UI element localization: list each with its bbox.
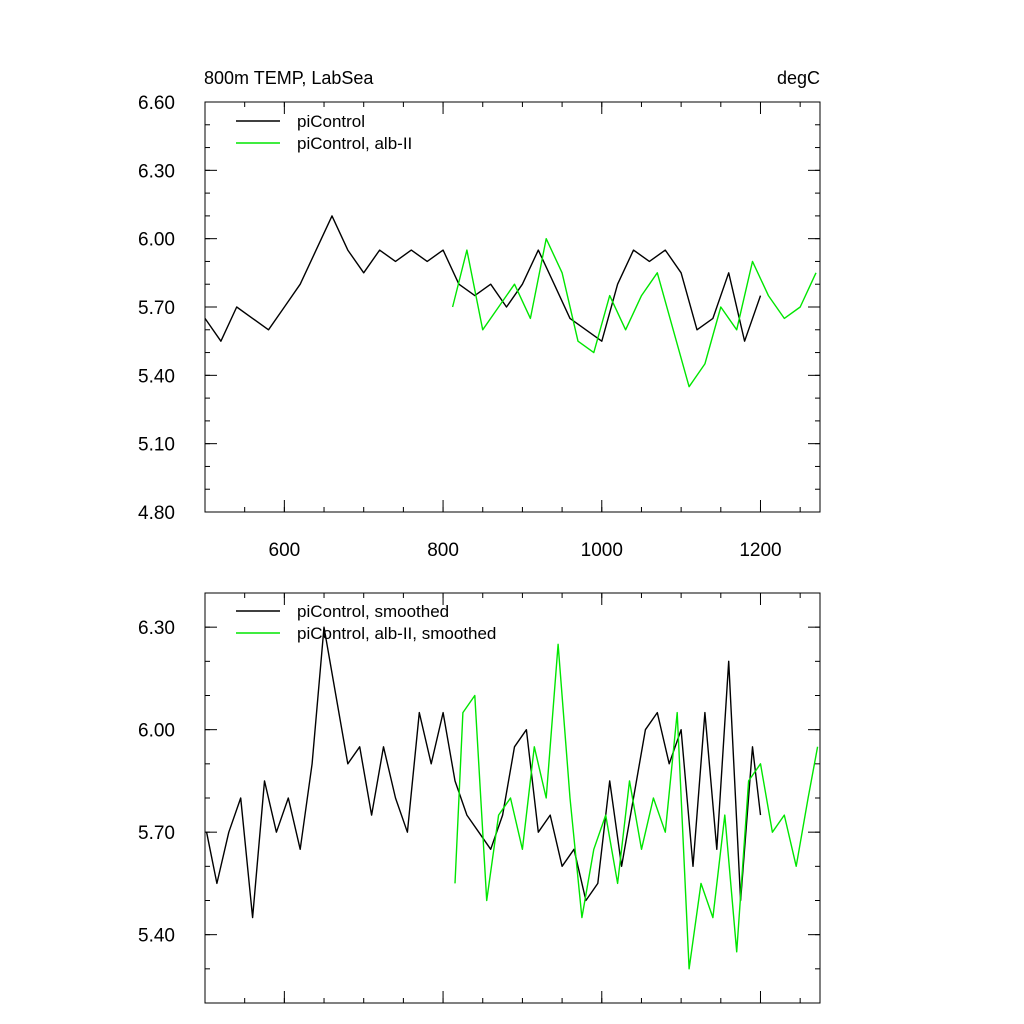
bottom-panel-legend: piControl, smoothed piControl, alb-II, s… [236,602,496,643]
top-y-tick-label: 6.30 [138,161,175,182]
top-panel-legend: piControl piControl, alb-II [236,112,412,153]
legend-label-picontrol: piControl [297,112,365,131]
bottom-series-line-picontrol-smoothed [205,626,762,919]
bottom-y-tick-label: 6.00 [138,721,175,742]
top-y-tick-label: 5.10 [138,435,175,456]
top-x-tick-label: 600 [269,540,301,561]
bottom-y-tick-label: 6.30 [138,618,175,639]
legend-label-picontrol-alb-ii: piControl, alb-II [297,134,412,153]
top-panel-title: 800m TEMP, LabSea [204,68,374,88]
top-y-tick-label: 5.70 [138,298,175,319]
top-y-tick-label: 6.00 [138,230,175,251]
top-x-tick-label: 800 [427,540,459,561]
bottom-y-tick-label: 5.70 [138,823,175,844]
top-x-tick-label: 1200 [739,540,781,561]
bottom-series-line-picontrol-alb-ii-smoothed [454,643,819,970]
top-series-line-picontrol [204,215,762,342]
legend-label-picontrol-smoothed: piControl, smoothed [297,602,449,621]
bottom-panel: piControl, smoothed piControl, alb-II, s… [138,592,821,1004]
top-y-tick-label: 6.60 [138,93,175,114]
bottom-series-group [205,626,819,970]
top-y-tick-label: 4.80 [138,503,175,524]
top-x-tick-label: 1000 [581,540,623,561]
top-series-line-picontrol-alb-ii [451,237,817,388]
top-y-tick-label: 5.40 [138,366,175,387]
top-panel: 800m TEMP, LabSea degC piControl piContr… [138,68,821,561]
top-panel-units-label: degC [777,68,820,88]
bottom-y-tick-label: 5.40 [138,926,175,947]
legend-label-picontrol-alb-ii-smoothed: piControl, alb-II, smoothed [297,624,496,643]
top-series-group [204,215,817,388]
